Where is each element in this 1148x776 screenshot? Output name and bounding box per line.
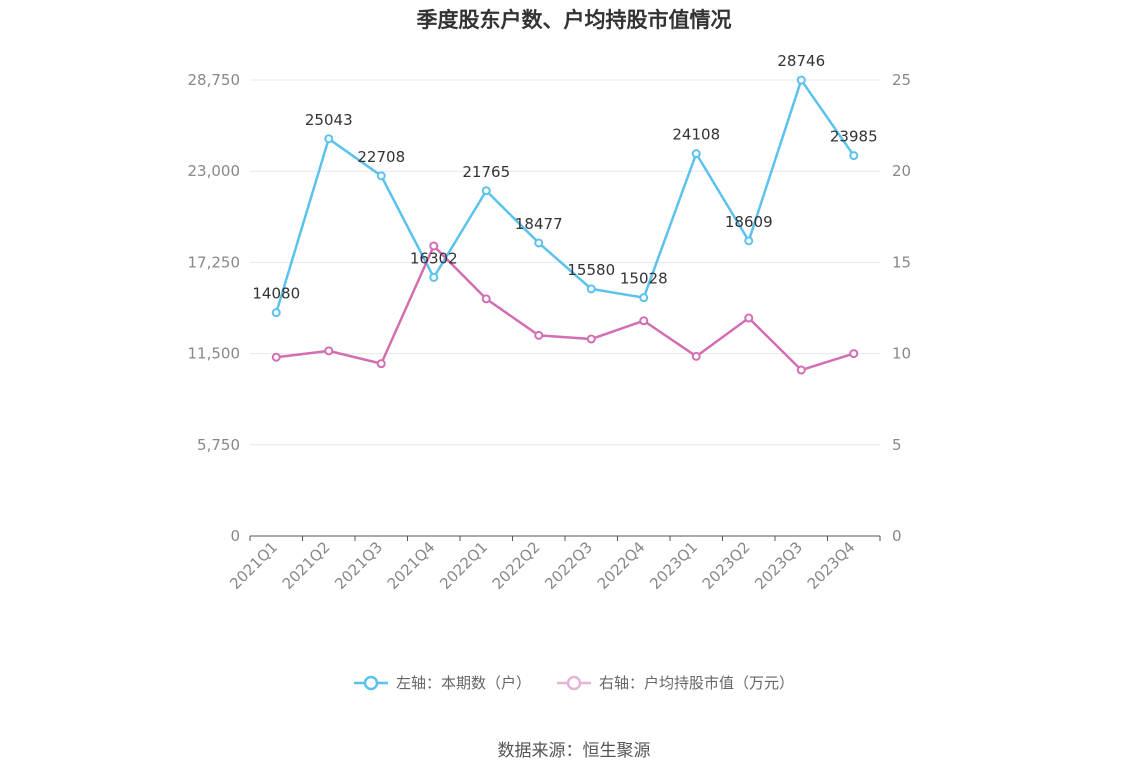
right-tick-label: 10	[892, 345, 911, 363]
data-label: 25043	[305, 111, 353, 129]
data-labels: 14080 25043 22708 16302 21765 18477 15580 15028…	[252, 52, 877, 303]
left-tick-label: 17,250	[188, 253, 241, 271]
data-label: 21765	[462, 163, 510, 181]
data-point	[534, 238, 544, 248]
right-tick-label: 20	[892, 162, 911, 180]
data-point	[481, 294, 491, 304]
data-point	[481, 186, 491, 196]
x-tick-label: 2023Q3	[751, 538, 806, 593]
legend-label-households: 左轴：本期数（户）	[395, 674, 531, 692]
data-label: 18477	[515, 215, 563, 233]
data-label: 14080	[252, 285, 300, 303]
data-point	[639, 293, 649, 303]
legend-marker-avg-value	[557, 675, 591, 690]
right-tick-label: 0	[892, 527, 902, 545]
legend-item-avg-value[interactable]: 右轴：户均持股市值（万元）	[557, 672, 794, 693]
data-point	[691, 149, 701, 159]
left-tick-label: 5,750	[197, 436, 240, 454]
chart-title: 季度股东户数、户均持股市值情况	[416, 8, 732, 32]
data-point	[271, 352, 281, 362]
data-point	[534, 330, 544, 340]
data-point	[796, 365, 806, 375]
data-label: 15580	[567, 261, 615, 279]
right-tick-label: 5	[892, 436, 902, 454]
x-tick-label: 2021Q2	[279, 538, 334, 593]
data-point	[429, 241, 439, 251]
data-point	[376, 359, 386, 369]
data-point	[744, 313, 754, 323]
data-point	[639, 316, 649, 326]
x-tick-label: 2023Q2	[699, 538, 754, 593]
left-tick-label: 0	[230, 527, 240, 545]
left-tick-label: 28,750	[188, 71, 241, 89]
data-point	[796, 75, 806, 85]
legend-label-avg-value: 右轴：户均持股市值（万元）	[599, 674, 795, 692]
data-point	[324, 346, 334, 356]
legend-item-households[interactable]: 左轴：本期数（户）	[353, 672, 531, 693]
x-tick-label: 2021Q1	[226, 538, 281, 593]
data-label: 28746	[777, 52, 825, 70]
data-label: 24108	[672, 126, 720, 144]
x-tick-label: 2022Q3	[541, 538, 596, 593]
legend: 左轴：本期数（户） 右轴：户均持股市值（万元）	[0, 672, 1148, 693]
data-point	[429, 272, 439, 282]
data-label: 18609	[725, 213, 773, 231]
axes: 0 5,750 11,500 17,250 23,000 28,750 0 5 10 15 20 25…	[188, 71, 912, 593]
x-tick-label: 2022Q1	[436, 538, 491, 593]
data-point	[849, 151, 859, 161]
data-point	[849, 349, 859, 359]
x-tick-label: 2022Q2	[489, 538, 544, 593]
right-tick-label: 15	[892, 253, 911, 271]
data-point	[271, 308, 281, 318]
data-point	[744, 236, 754, 246]
data-label: 16302	[410, 249, 458, 267]
source-note: 数据来源：恒生聚源	[497, 741, 651, 761]
data-label: 15028	[620, 270, 668, 288]
data-label: 22708	[357, 148, 405, 166]
series-line-1	[276, 244, 855, 372]
left-tick-label: 23,000	[188, 162, 241, 180]
data-point	[586, 334, 596, 344]
x-tick-label: 2023Q1	[646, 538, 701, 593]
x-tick-label: 2022Q4	[594, 538, 649, 593]
data-point	[586, 284, 596, 294]
x-tick-label: 2021Q3	[331, 538, 386, 593]
x-tick-label: 2023Q4	[804, 538, 859, 593]
data-label: 23985	[830, 128, 878, 146]
series-line-0	[275, 78, 855, 314]
x-tick-label: 2021Q4	[384, 538, 439, 593]
gridlines	[250, 79, 880, 446]
right-tick-label: 25	[892, 71, 911, 89]
data-point	[376, 171, 386, 181]
series-lines	[271, 75, 859, 375]
data-point	[324, 134, 334, 144]
legend-marker-households	[353, 675, 388, 690]
data-point	[691, 351, 701, 361]
left-tick-label: 11,500	[188, 345, 241, 363]
